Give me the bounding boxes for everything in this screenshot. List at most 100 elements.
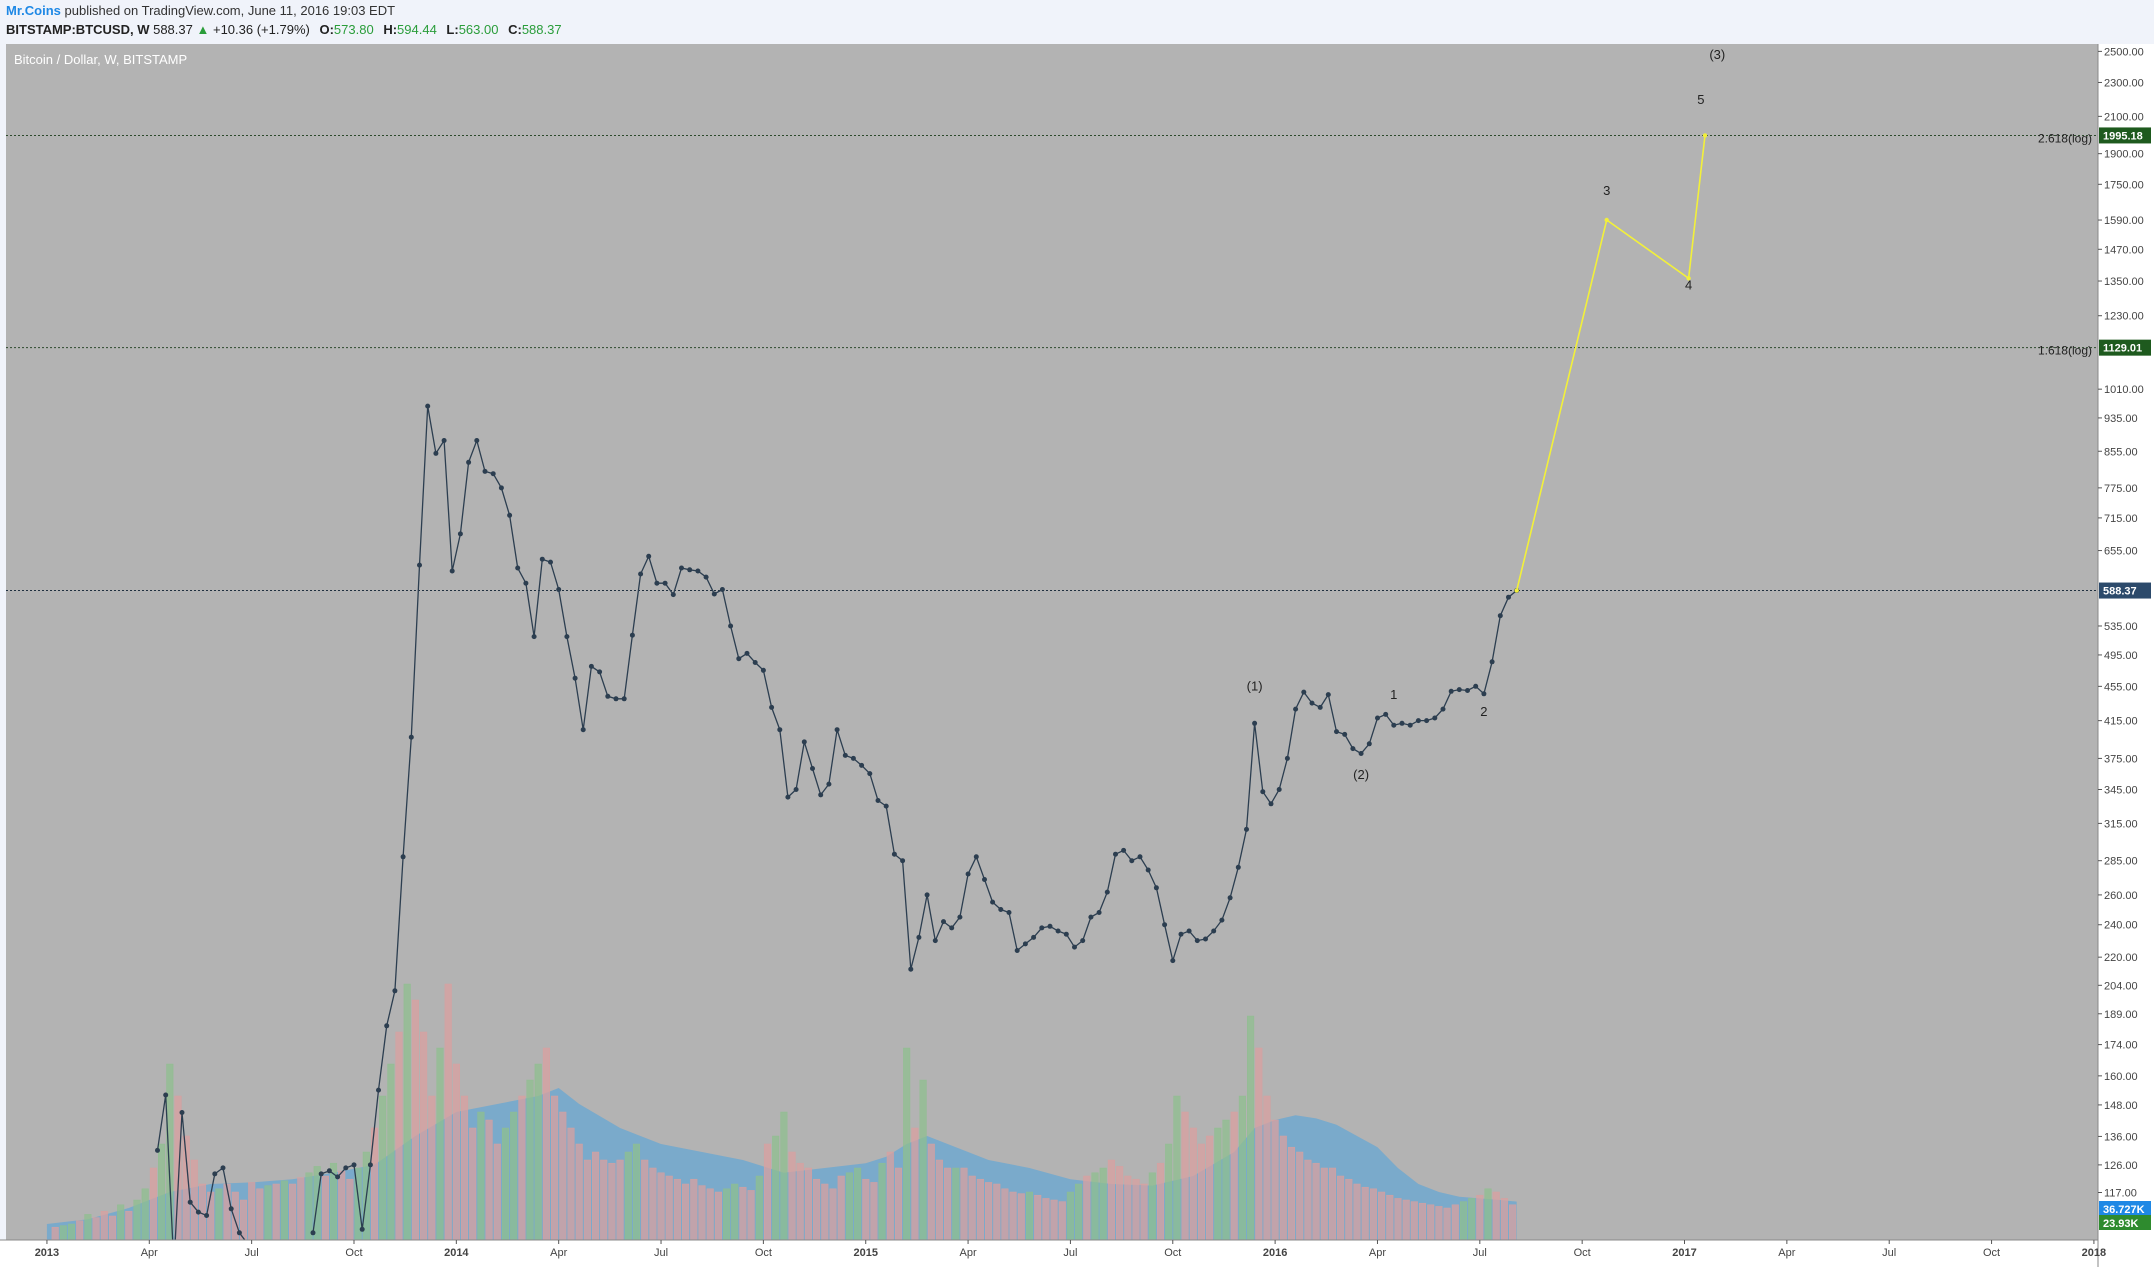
price-point [1293,706,1299,712]
author-link[interactable]: Mr.Coins [6,3,61,18]
volume-bar [935,1159,943,1240]
price-point [220,1165,226,1171]
volume-bar [1075,1183,1083,1240]
price-tick-label: 240.00 [2104,920,2138,932]
time-tick-label: Jul [1473,1247,1487,1259]
volume-bar [1099,1167,1107,1240]
price-point [466,459,472,465]
change-arrow-icon: ▲ [196,22,210,37]
volume-bar [1173,1095,1181,1240]
volume-bar [1394,1198,1402,1240]
price-tick-label: 1350.00 [2104,276,2144,288]
volume-bar [1206,1135,1214,1240]
volume-bar [346,1178,354,1240]
time-axis-ticks: 2013 Apr Jul Oct 2014 Apr Jul Oct 2015 Apr Jul Oct 2… [35,1240,2106,1259]
price-badge-label: 588.37 [2103,586,2137,598]
volume-bar [1025,1191,1034,1240]
wave-label: 4 [1685,277,1692,292]
price-point [310,1230,316,1236]
wave-label: 3 [1603,183,1610,198]
price-point [1031,934,1037,940]
open-value: 573.80 [333,22,374,37]
price-point [1153,885,1159,891]
volume-bar [1222,1119,1230,1240]
price-point [998,907,1004,912]
volume-bar [395,1031,403,1240]
price-point [728,623,734,629]
price-point [801,739,807,745]
price-tick-label: 136.00 [2104,1131,2138,1143]
volume-bar [108,1215,117,1240]
chart-title: Bitcoin / Dollar, W, BITSTAMP [14,52,187,67]
volume-bar [338,1170,346,1240]
price-point [1145,867,1151,873]
price-point [408,734,414,740]
price-point [908,966,914,972]
price-point [482,468,488,474]
price-axis[interactable] [2098,44,2154,1267]
time-tick-label: Apr [1778,1247,1795,1259]
volume-bar [1459,1201,1468,1240]
price-chart[interactable]: 2.618(log) 1.618(log) (3) 5 3 4 (1) 1 2 (2) Bitc… [0,44,2154,1267]
volume-bar [1034,1194,1042,1240]
price-point [163,1092,169,1098]
time-axis[interactable] [0,1240,2098,1267]
volume-bar [477,1111,485,1240]
price-point [850,755,856,761]
price-point [760,667,766,673]
volume-bar [698,1185,706,1240]
volume-bar [76,1220,84,1240]
volume-bar [231,1191,239,1240]
volume-bar [174,1095,182,1240]
volume-bar [133,1199,141,1240]
price-point [924,892,930,898]
volume-bar [354,1167,362,1240]
price-point [441,438,447,443]
volume-bar [1402,1199,1410,1240]
price-point [515,565,521,571]
volume-bar [673,1178,681,1240]
high-label: H: [383,22,398,37]
price-axis-ticks: 2500.00 2300.00 2100.00 1900.00 1750.00 1590.… [2098,46,2144,1200]
price-point [736,656,742,662]
volume-bar [67,1223,76,1240]
price-point [744,650,750,656]
time-tick-label: Oct [1574,1247,1591,1259]
volume-bar [559,1111,567,1240]
price-point [973,854,979,860]
time-tick-label: Apr [141,1247,158,1259]
volume-bar [1304,1159,1312,1240]
volume-bar [190,1159,198,1240]
volume-bar [706,1188,714,1240]
price-point [654,580,660,586]
price-point [957,914,963,920]
plot-area[interactable] [6,44,2098,1240]
wave-label: 2 [1480,704,1487,719]
volume-bar [919,1079,927,1240]
volume-bar [1386,1194,1394,1240]
time-tick-label: Jul [1882,1247,1896,1259]
price-point [703,574,709,580]
price-tick-label: 775.00 [2104,483,2138,495]
price-point [1113,851,1118,857]
volume-bar [1418,1202,1427,1240]
price-tick-label: 220.00 [2104,952,2138,964]
price-point [417,562,422,568]
volume-bar [248,1182,256,1240]
wave-labels: (3) 5 3 4 (1) 1 2 (2) [1247,47,1726,782]
price-point [670,592,676,598]
price-tick-label: 455.00 [2104,681,2138,693]
price-point [212,1171,218,1177]
price-tick-label: 935.00 [2104,413,2138,425]
price-point [400,854,406,860]
price-point [1383,711,1389,717]
volume-bar [1410,1201,1418,1240]
time-tick-label: Jul [1063,1247,1077,1259]
close-label: C: [508,22,522,37]
price-point [1375,715,1380,721]
volume-bar [1116,1166,1124,1240]
price-point [531,634,537,640]
volume-bar [1165,1143,1173,1240]
price-tick-label: 160.00 [2104,1071,2138,1083]
price-point [777,727,783,733]
